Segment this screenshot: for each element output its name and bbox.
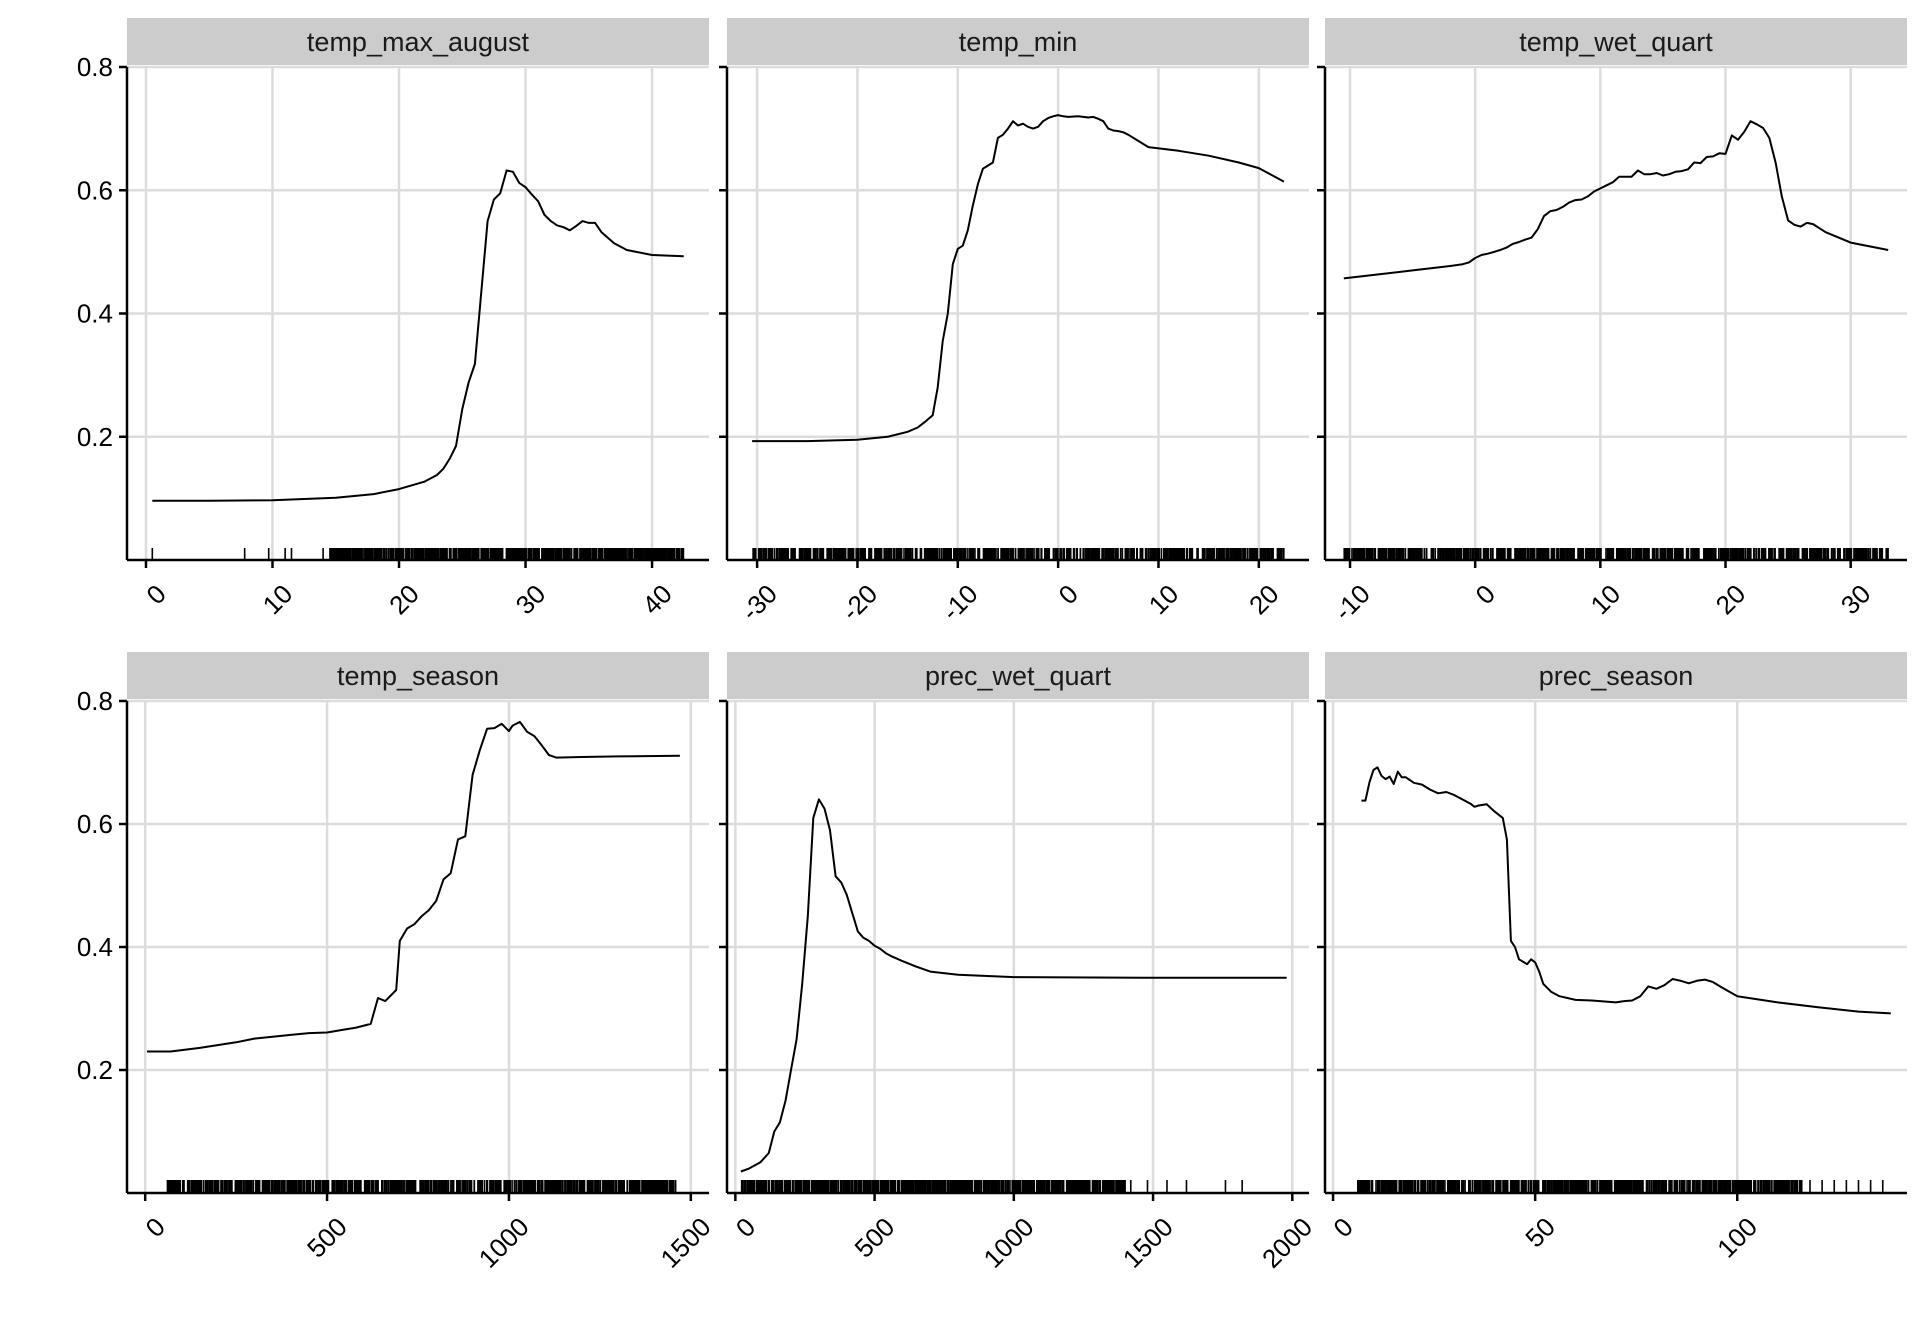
y-tick-label: 0.6 (77, 809, 113, 839)
rug-ticks (166, 1180, 677, 1193)
facet-panel-temp_min: temp_min-30 -20 -10 0 10 20 (719, 18, 1309, 626)
facet-strip (1325, 18, 1907, 65)
y-tick-label: 0.8 (77, 52, 113, 82)
rug-ticks (740, 1180, 1243, 1193)
y-tick-label: 0.6 (77, 175, 113, 205)
rug-ticks (151, 548, 685, 560)
facet-strip (727, 652, 1309, 699)
y-tick-label: 0.2 (77, 422, 113, 452)
pd-line (1343, 120, 1889, 280)
facet-strip (127, 652, 709, 699)
facet-title: prec_wet_quart (925, 661, 1112, 691)
facet-strip (127, 18, 709, 65)
facet-title: temp_wet_quart (1519, 27, 1713, 57)
rug-ticks (752, 548, 1285, 560)
pd-line (147, 720, 680, 1053)
pd-line (752, 114, 1285, 443)
pd-line (740, 798, 1287, 1173)
rug-ticks (1343, 548, 1889, 560)
facet-panel-temp_wet_quart: temp_wet_quart-10 0 10 20 30 (1317, 18, 1907, 626)
facet-title: temp_season (337, 661, 499, 691)
facet-strip (727, 18, 1309, 65)
pd-line (152, 169, 684, 502)
facet-title: prec_season (1539, 661, 1694, 691)
y-tick-label: 0.2 (77, 1055, 113, 1085)
facet-title: temp_max_august (307, 27, 530, 57)
rug-ticks (1356, 1180, 1884, 1193)
y-tick-label: 0.8 (77, 686, 113, 716)
y-tick-label: 0.4 (77, 932, 113, 962)
pd-line (1361, 766, 1891, 1015)
facet-title: temp_min (959, 27, 1078, 57)
facet-strip (1325, 652, 1907, 699)
y-tick-label: 0.4 (77, 299, 113, 329)
